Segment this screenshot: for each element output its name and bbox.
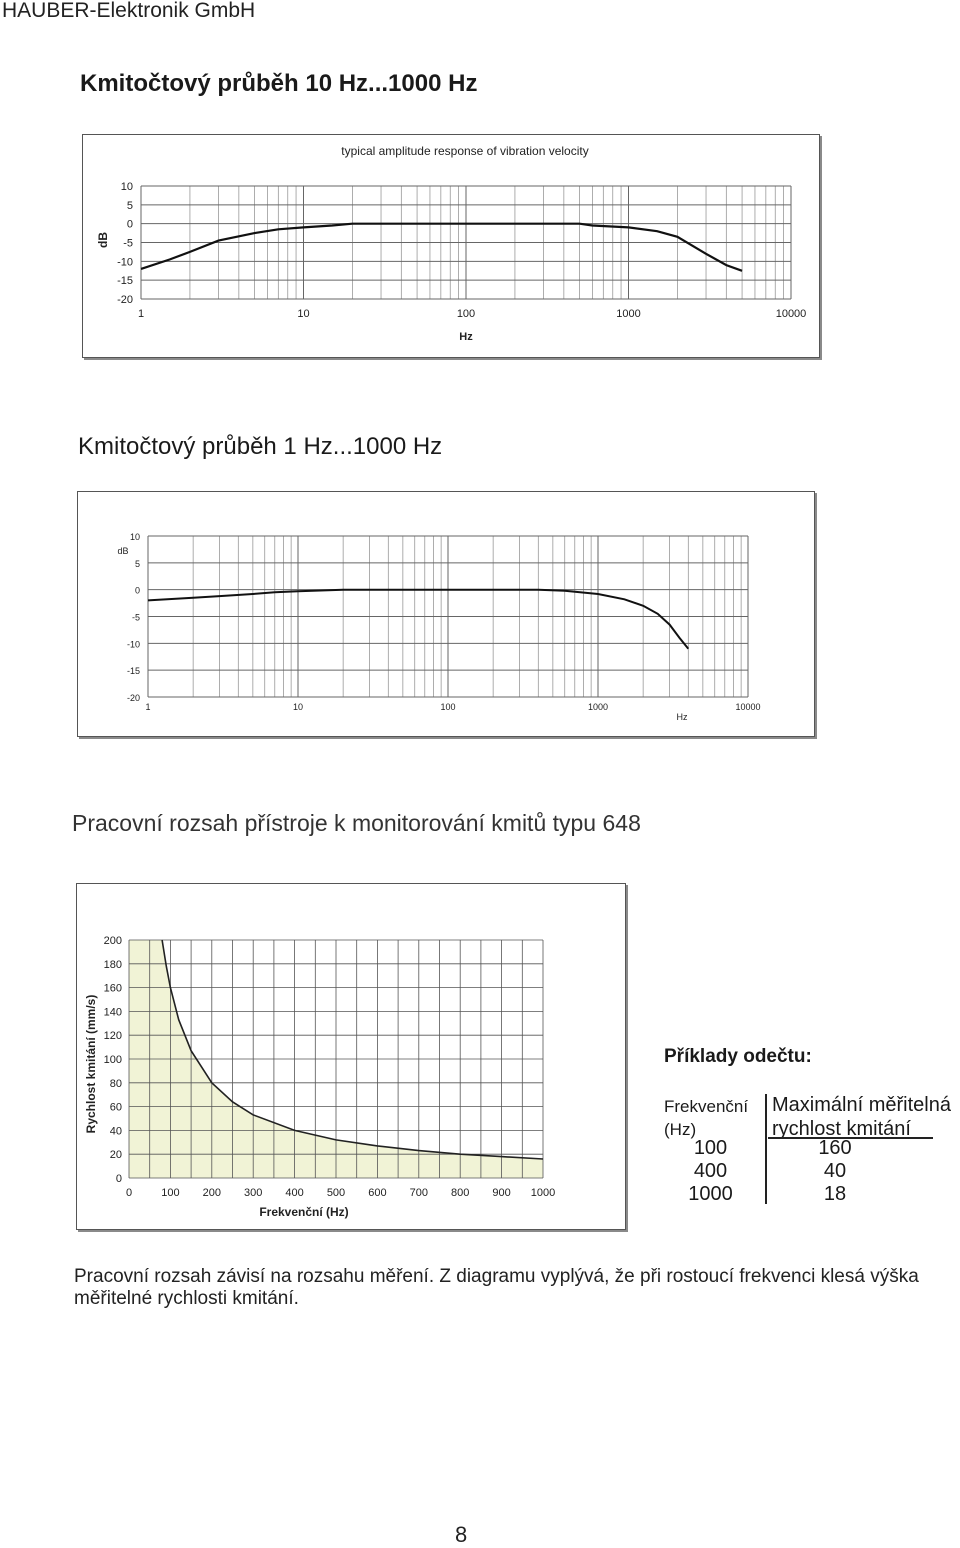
- chart3-y-tick-label: 20: [110, 1149, 122, 1161]
- chart1-x-tick-label: 10000: [776, 308, 807, 320]
- chart1-y-tick-label: -20: [117, 294, 133, 306]
- chart2-x-tick-label: 10: [293, 702, 303, 712]
- examples-row-1-frequency: 100: [693, 1137, 728, 1159]
- chart3-y-tick-label: 140: [104, 1006, 122, 1018]
- chart3-x-tick-label: 300: [244, 1187, 262, 1199]
- examples-row-2-velocity: 40: [823, 1160, 847, 1182]
- chart-frequency-response-1hz: 10 5 0 -5 -10 -15 -20 1 10 100 1000 10000 Hz dB: [77, 491, 815, 737]
- examples-col2-line2: rychlost kmitání: [772, 1118, 911, 1140]
- examples-col1-line1: Frekvenční: [664, 1097, 749, 1116]
- chart3-x-tick-label: 500: [327, 1187, 345, 1199]
- chart2-series-line-0: [147, 588, 690, 650]
- chart3-x-tick-label: 900: [492, 1187, 510, 1199]
- chart3-x-tick-label: 1000: [531, 1187, 555, 1199]
- examples-header-divider: [768, 1137, 933, 1139]
- chart2-y-tick-label: -20: [127, 693, 140, 703]
- chart3-x-tick-label: 800: [451, 1187, 469, 1199]
- examples-row-1-velocity: 160: [818, 1137, 852, 1159]
- chart3-x-tick-label: 700: [410, 1187, 428, 1199]
- description-paragraph: Pracovní rozsah závisí na rozsahu měření…: [74, 1266, 919, 1309]
- chart3-x-tick-label: 400: [285, 1187, 303, 1199]
- chart3-x-tick-label: 600: [368, 1187, 386, 1199]
- chart3-y-tick-label: 60: [110, 1102, 122, 1114]
- chart1-y-tick-label: -5: [123, 238, 133, 250]
- chart1-y-axis-label: dB: [96, 232, 110, 248]
- chart2-x-tick-label: 100: [440, 702, 455, 712]
- chart2-x-tick-label: 1000: [588, 702, 608, 712]
- chart2-y-tick-label: -5: [132, 613, 140, 623]
- chart3-y-axis-label: Rychlost kmitání (mm/s): [84, 995, 98, 1134]
- chart3-y-tick-label: 40: [110, 1125, 122, 1137]
- heading-working-range: Pracovní rozsah přístroje k monitorování…: [72, 810, 641, 836]
- chart1-y-tick-label: -10: [117, 256, 133, 268]
- examples-row-3-frequency: 1000: [688, 1183, 733, 1205]
- chart2-y-axis-label: dB: [117, 546, 128, 556]
- chart1-x-tick-label: 1: [138, 308, 144, 320]
- chart3-x-axis-label: Frekvenční (Hz): [259, 1205, 348, 1219]
- chart2-x-axis-label: Hz: [677, 712, 688, 722]
- chart1-x-axis-label: Hz: [459, 331, 473, 343]
- chart2-x-tick-label: 1: [145, 702, 150, 712]
- examples-column-divider: [765, 1094, 767, 1204]
- page-number: 8: [455, 1522, 468, 1547]
- chart3-y-tick-label: 100: [104, 1054, 122, 1066]
- examples-title: Příklady odečtu:: [664, 1046, 812, 1067]
- examples-row-2-frequency: 400: [693, 1160, 728, 1182]
- chart1-x-tick-label: 1000: [616, 308, 640, 320]
- chart1-series-line-0: [140, 222, 743, 272]
- examples-col2-line1: Maximální měřitelná: [772, 1094, 951, 1116]
- chart2-y-tick-label: 0: [135, 586, 140, 596]
- chart2-x-tick-label: 10000: [735, 702, 760, 712]
- examples-col1-line2: (Hz): [664, 1120, 697, 1139]
- chart3-y-tick-label: 200: [104, 935, 122, 947]
- examples-row-3-velocity: 18: [823, 1183, 847, 1205]
- chart3-y-tick-label: 120: [104, 1030, 122, 1042]
- chart1-y-tick-label: 5: [127, 200, 133, 212]
- chart-frequency-response-10hz: 10 5 0 -5 -10 -15 -20 1 10 100 1000 10000 typical am…: [82, 134, 820, 358]
- examples-col-frequency-header: Frekvenční (Hz): [664, 1095, 748, 1141]
- chart1-y-tick-label: 0: [127, 219, 133, 231]
- chart3-x-tick-label: 100: [161, 1187, 179, 1199]
- company-name: HAUBER-Elektronik GmbH: [2, 0, 256, 22]
- chart3-y-tick-label: 0: [116, 1173, 122, 1185]
- chart3-grid: [128, 939, 544, 1179]
- chart3-y-tick-label: 180: [104, 959, 122, 971]
- chart2-svg: 10 5 0 -5 -10 -15 -20 1 10 100 1000 10000 Hz dB: [117, 532, 760, 722]
- chart1-title: typical amplitude response of vibration …: [341, 144, 588, 158]
- chart3-x-tick-label: 200: [203, 1187, 221, 1199]
- chart1-svg: 10 5 0 -5 -10 -15 -20 1 10 100 1000 10000 typical am…: [96, 144, 807, 343]
- chart3-x-tick-label: 0: [126, 1187, 132, 1199]
- examples-col-velocity-header: Maximální měřitelná rychlost kmitání: [772, 1093, 951, 1141]
- chart1-y-tick-label: -15: [117, 275, 133, 287]
- chart3-series-line: [161, 939, 544, 1160]
- chart2-y-tick-label: -10: [127, 639, 140, 649]
- heading-frequency-10hz: Kmitočtový průběh 10 Hz...1000 Hz: [80, 70, 478, 97]
- chart2-y-tick-label: 5: [135, 559, 140, 569]
- chart-working-range: 200 180 160 140 120 100 80 60 40 20 0 0 100 200 300 400…: [76, 883, 626, 1230]
- chart1-x-tick-label: 100: [457, 308, 475, 320]
- heading-frequency-1hz: Kmitočtový průběh 1 Hz...1000 Hz: [78, 433, 443, 460]
- chart2-grid: [147, 535, 749, 698]
- chart3-y-tick-label: 160: [104, 983, 122, 995]
- chart2-y-tick-label: -15: [127, 666, 140, 676]
- chart1-grid: [140, 185, 792, 300]
- chart2-y-tick-label: 10: [130, 532, 140, 542]
- chart3-y-tick-label: 80: [110, 1078, 122, 1090]
- chart1-y-tick-label: 10: [121, 181, 133, 193]
- chart1-x-tick-label: 10: [297, 308, 309, 320]
